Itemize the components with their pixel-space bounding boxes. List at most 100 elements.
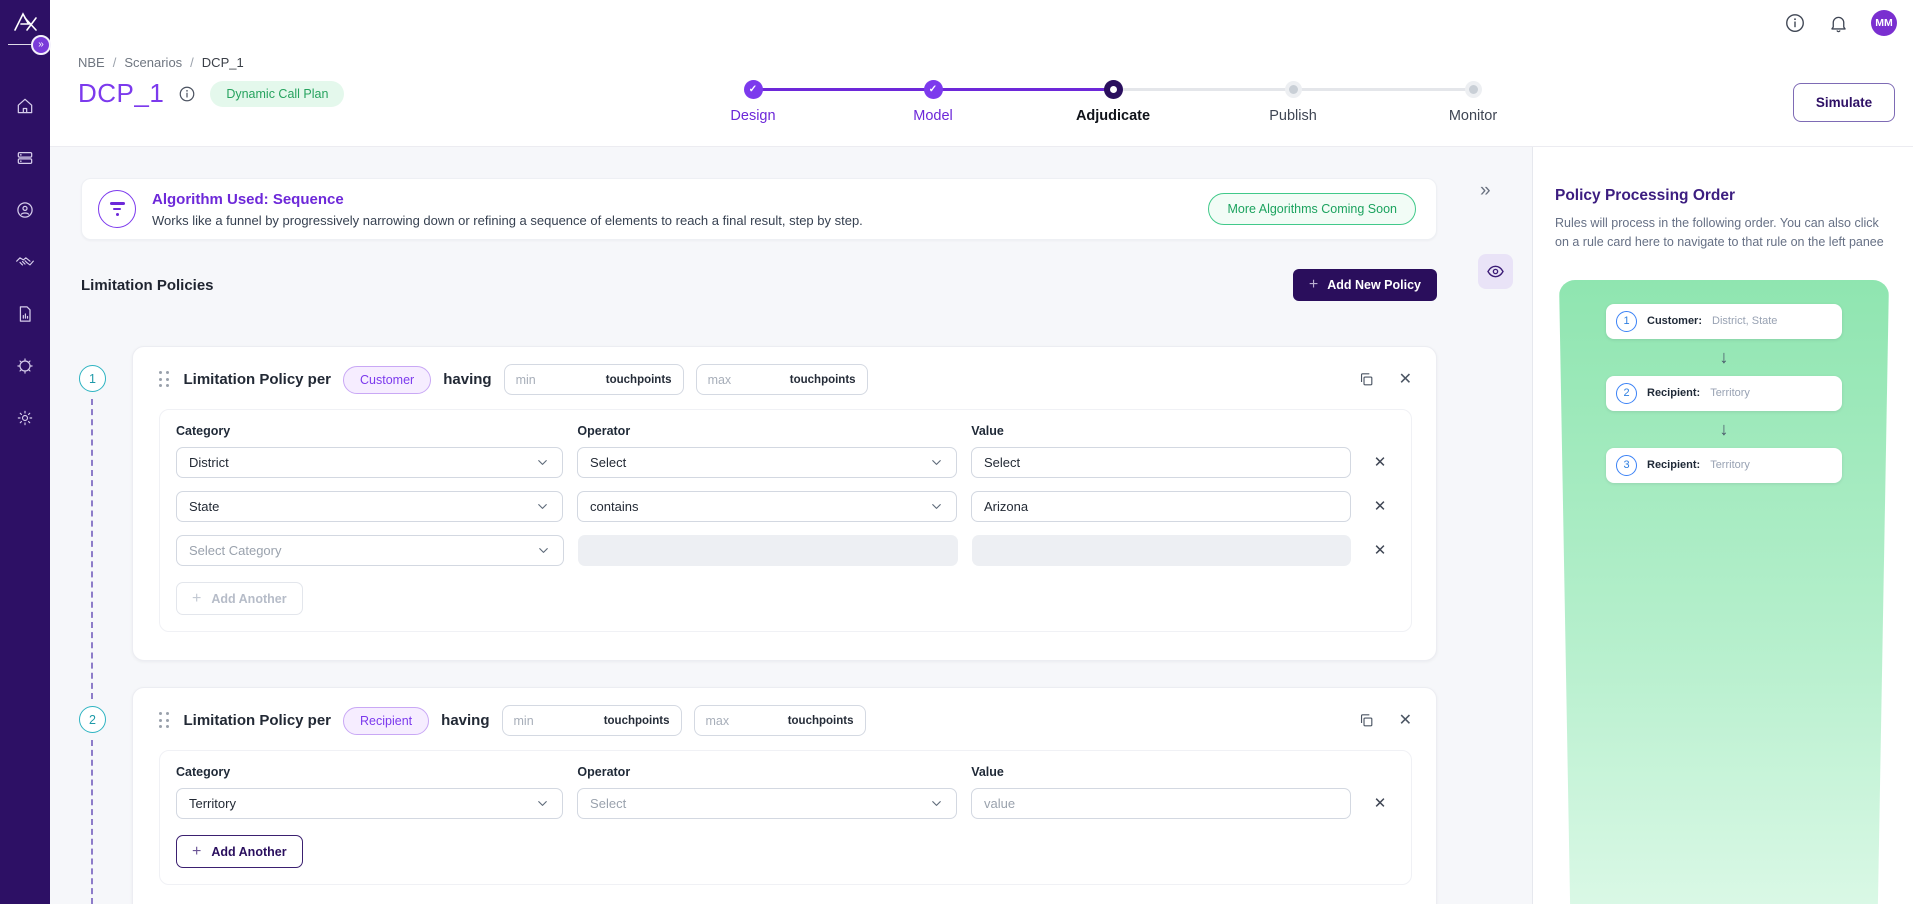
max-touchpoints-input[interactable] (705, 713, 782, 728)
min-touchpoints-input[interactable] (515, 372, 600, 387)
reports-document-icon[interactable] (15, 304, 35, 324)
operations-cog-icon[interactable] (15, 356, 35, 376)
entity-pill-recipient[interactable]: Recipient (343, 706, 430, 735)
more-algorithms-button[interactable]: More Algorithms Coming Soon (1208, 193, 1416, 225)
drag-handle-icon[interactable] (159, 371, 170, 388)
entity-pill-customer[interactable]: Customer (343, 365, 432, 394)
value-input-field (971, 788, 1351, 819)
breadcrumb-scenarios[interactable]: Scenarios (124, 55, 183, 70)
sidebar-nav (0, 96, 50, 428)
duplicate-policy-icon[interactable] (1358, 371, 1375, 388)
policy-rules-container: Category Operator Value District Sel (159, 409, 1412, 632)
topbar-actions: MM (1784, 10, 1897, 36)
rule-number-badge: 3 (1616, 454, 1637, 476)
category-select-value: District (189, 455, 229, 470)
breadcrumb-nbe[interactable]: NBE (78, 55, 105, 70)
policy-card-header: Limitation Policy per Customer having to… (133, 347, 1436, 395)
remove-rule-icon[interactable]: ✕ (1373, 795, 1387, 812)
drag-handle-icon[interactable] (159, 712, 170, 729)
algorithm-banner: Algorithm Used: Sequence Works like a fu… (81, 178, 1437, 240)
down-arrow-icon: ↓ (1719, 418, 1729, 439)
operator-select-empty[interactable]: Select (577, 788, 958, 819)
page-title: DCP_1 (78, 78, 165, 108)
chevron-down-icon (535, 796, 550, 811)
main-column: MM NBE / Scenarios / DCP_1 DCP_1 Dynamic… (50, 0, 1913, 904)
settings-gear-icon[interactable] (15, 408, 35, 428)
category-select[interactable]: State (176, 491, 564, 522)
step-adjudicate[interactable]: Adjudicate (933, 80, 1203, 124)
step-label: Design (730, 108, 776, 124)
title-info-icon[interactable] (178, 85, 196, 103)
step-model[interactable]: ✓ Model (753, 80, 1023, 124)
category-select[interactable]: Territory (176, 788, 564, 819)
chevron-down-icon (535, 455, 550, 470)
operator-select[interactable]: contains (577, 491, 958, 522)
step-design[interactable]: ✓ Design (663, 80, 843, 124)
chevron-down-icon (929, 499, 944, 514)
notifications-bell-icon[interactable] (1828, 13, 1849, 34)
preview-eye-button[interactable] (1478, 254, 1513, 289)
app-logo (0, 0, 50, 64)
max-touchpoints-field: touchpoints (693, 705, 866, 736)
panel-collapse-icon[interactable]: » (1480, 180, 1491, 201)
step-monitor[interactable]: Monitor (1293, 80, 1563, 124)
simulate-button[interactable]: Simulate (1793, 83, 1895, 122)
add-another-rule-button[interactable]: + Add Another (176, 835, 303, 868)
policy-card-header: Limitation Policy per Recipient having t… (133, 688, 1436, 736)
remove-policy-icon[interactable]: ✕ (1398, 370, 1412, 388)
min-touchpoints-input[interactable] (513, 713, 598, 728)
accounts-user-icon[interactable] (15, 200, 35, 220)
partners-handshake-icon[interactable] (15, 252, 35, 272)
user-avatar[interactable]: MM (1871, 10, 1897, 36)
rule-entity-label: Recipient: (1647, 459, 1701, 472)
step-publish[interactable]: Publish (1113, 80, 1383, 124)
duplicate-policy-icon[interactable] (1358, 712, 1375, 729)
content: Algorithm Used: Sequence Works like a fu… (50, 147, 1913, 904)
home-icon[interactable] (15, 96, 35, 116)
policy-title-prefix: Limitation Policy per (183, 712, 332, 729)
algorithm-banner-text: Algorithm Used: Sequence Works like a fu… (152, 191, 1208, 228)
remove-rule-icon[interactable]: ✕ (1373, 542, 1387, 559)
rule-row-1: District Select Select ✕ (176, 447, 1395, 478)
max-touchpoints-input[interactable] (707, 372, 784, 387)
policy-order-circle-1: 1 (79, 365, 106, 392)
value-select[interactable]: Select (971, 447, 1351, 478)
category-select-value: State (189, 499, 220, 514)
step-current-icon (1103, 80, 1123, 99)
add-new-policy-button[interactable]: + Add New Policy (1292, 269, 1437, 301)
breadcrumb-separator: / (190, 55, 194, 70)
processing-funnel: 1 Customer: District, State ↓ 2 Recipien… (1559, 279, 1889, 904)
remove-rule-icon[interactable]: ✕ (1373, 498, 1387, 515)
category-select-empty[interactable]: Select Category (176, 535, 565, 566)
category-select[interactable]: District (176, 447, 564, 478)
chevron-down-icon (929, 455, 944, 470)
add-new-policy-label: Add New Policy (1327, 278, 1421, 292)
step-label: Adjudicate (1075, 108, 1151, 124)
min-touchpoints-field: touchpoints (503, 364, 684, 395)
policies-section-header: Limitation Policies + Add New Policy (81, 269, 1437, 301)
touchpoints-suffix: touchpoints (789, 373, 856, 386)
sidebar-expand-toggle[interactable]: » (31, 35, 51, 55)
rule-criteria-value: Territory (1710, 387, 1750, 400)
value-column-label: Value (971, 765, 1004, 779)
remove-policy-icon[interactable]: ✕ (1398, 711, 1412, 729)
step-upcoming-icon (1288, 80, 1298, 99)
value-input[interactable] (984, 499, 1338, 514)
rule-entity-label: Recipient: (1647, 387, 1701, 400)
add-another-label: Add Another (211, 844, 287, 859)
scenarios-stack-icon[interactable] (15, 148, 35, 168)
category-select-value: Territory (189, 796, 236, 811)
touchpoints-suffix: touchpoints (603, 714, 670, 727)
remove-rule-icon[interactable]: ✕ (1373, 454, 1387, 471)
processing-rule-card-1[interactable]: 1 Customer: District, State (1606, 303, 1842, 339)
processing-rule-card-3[interactable]: 3 Recipient: Territory (1606, 447, 1842, 483)
policy-card-actions: ✕ (1358, 712, 1412, 729)
operator-select[interactable]: Select (577, 447, 958, 478)
value-input[interactable] (984, 796, 1338, 811)
processing-rule-card-2[interactable]: 2 Recipient: Territory (1606, 375, 1842, 411)
info-icon[interactable] (1784, 12, 1806, 34)
value-field-disabled (971, 535, 1351, 566)
breadcrumb-separator: / (112, 55, 117, 70)
max-touchpoints-field: touchpoints (695, 364, 868, 395)
breadcrumb-current: DCP_1 (201, 55, 244, 70)
